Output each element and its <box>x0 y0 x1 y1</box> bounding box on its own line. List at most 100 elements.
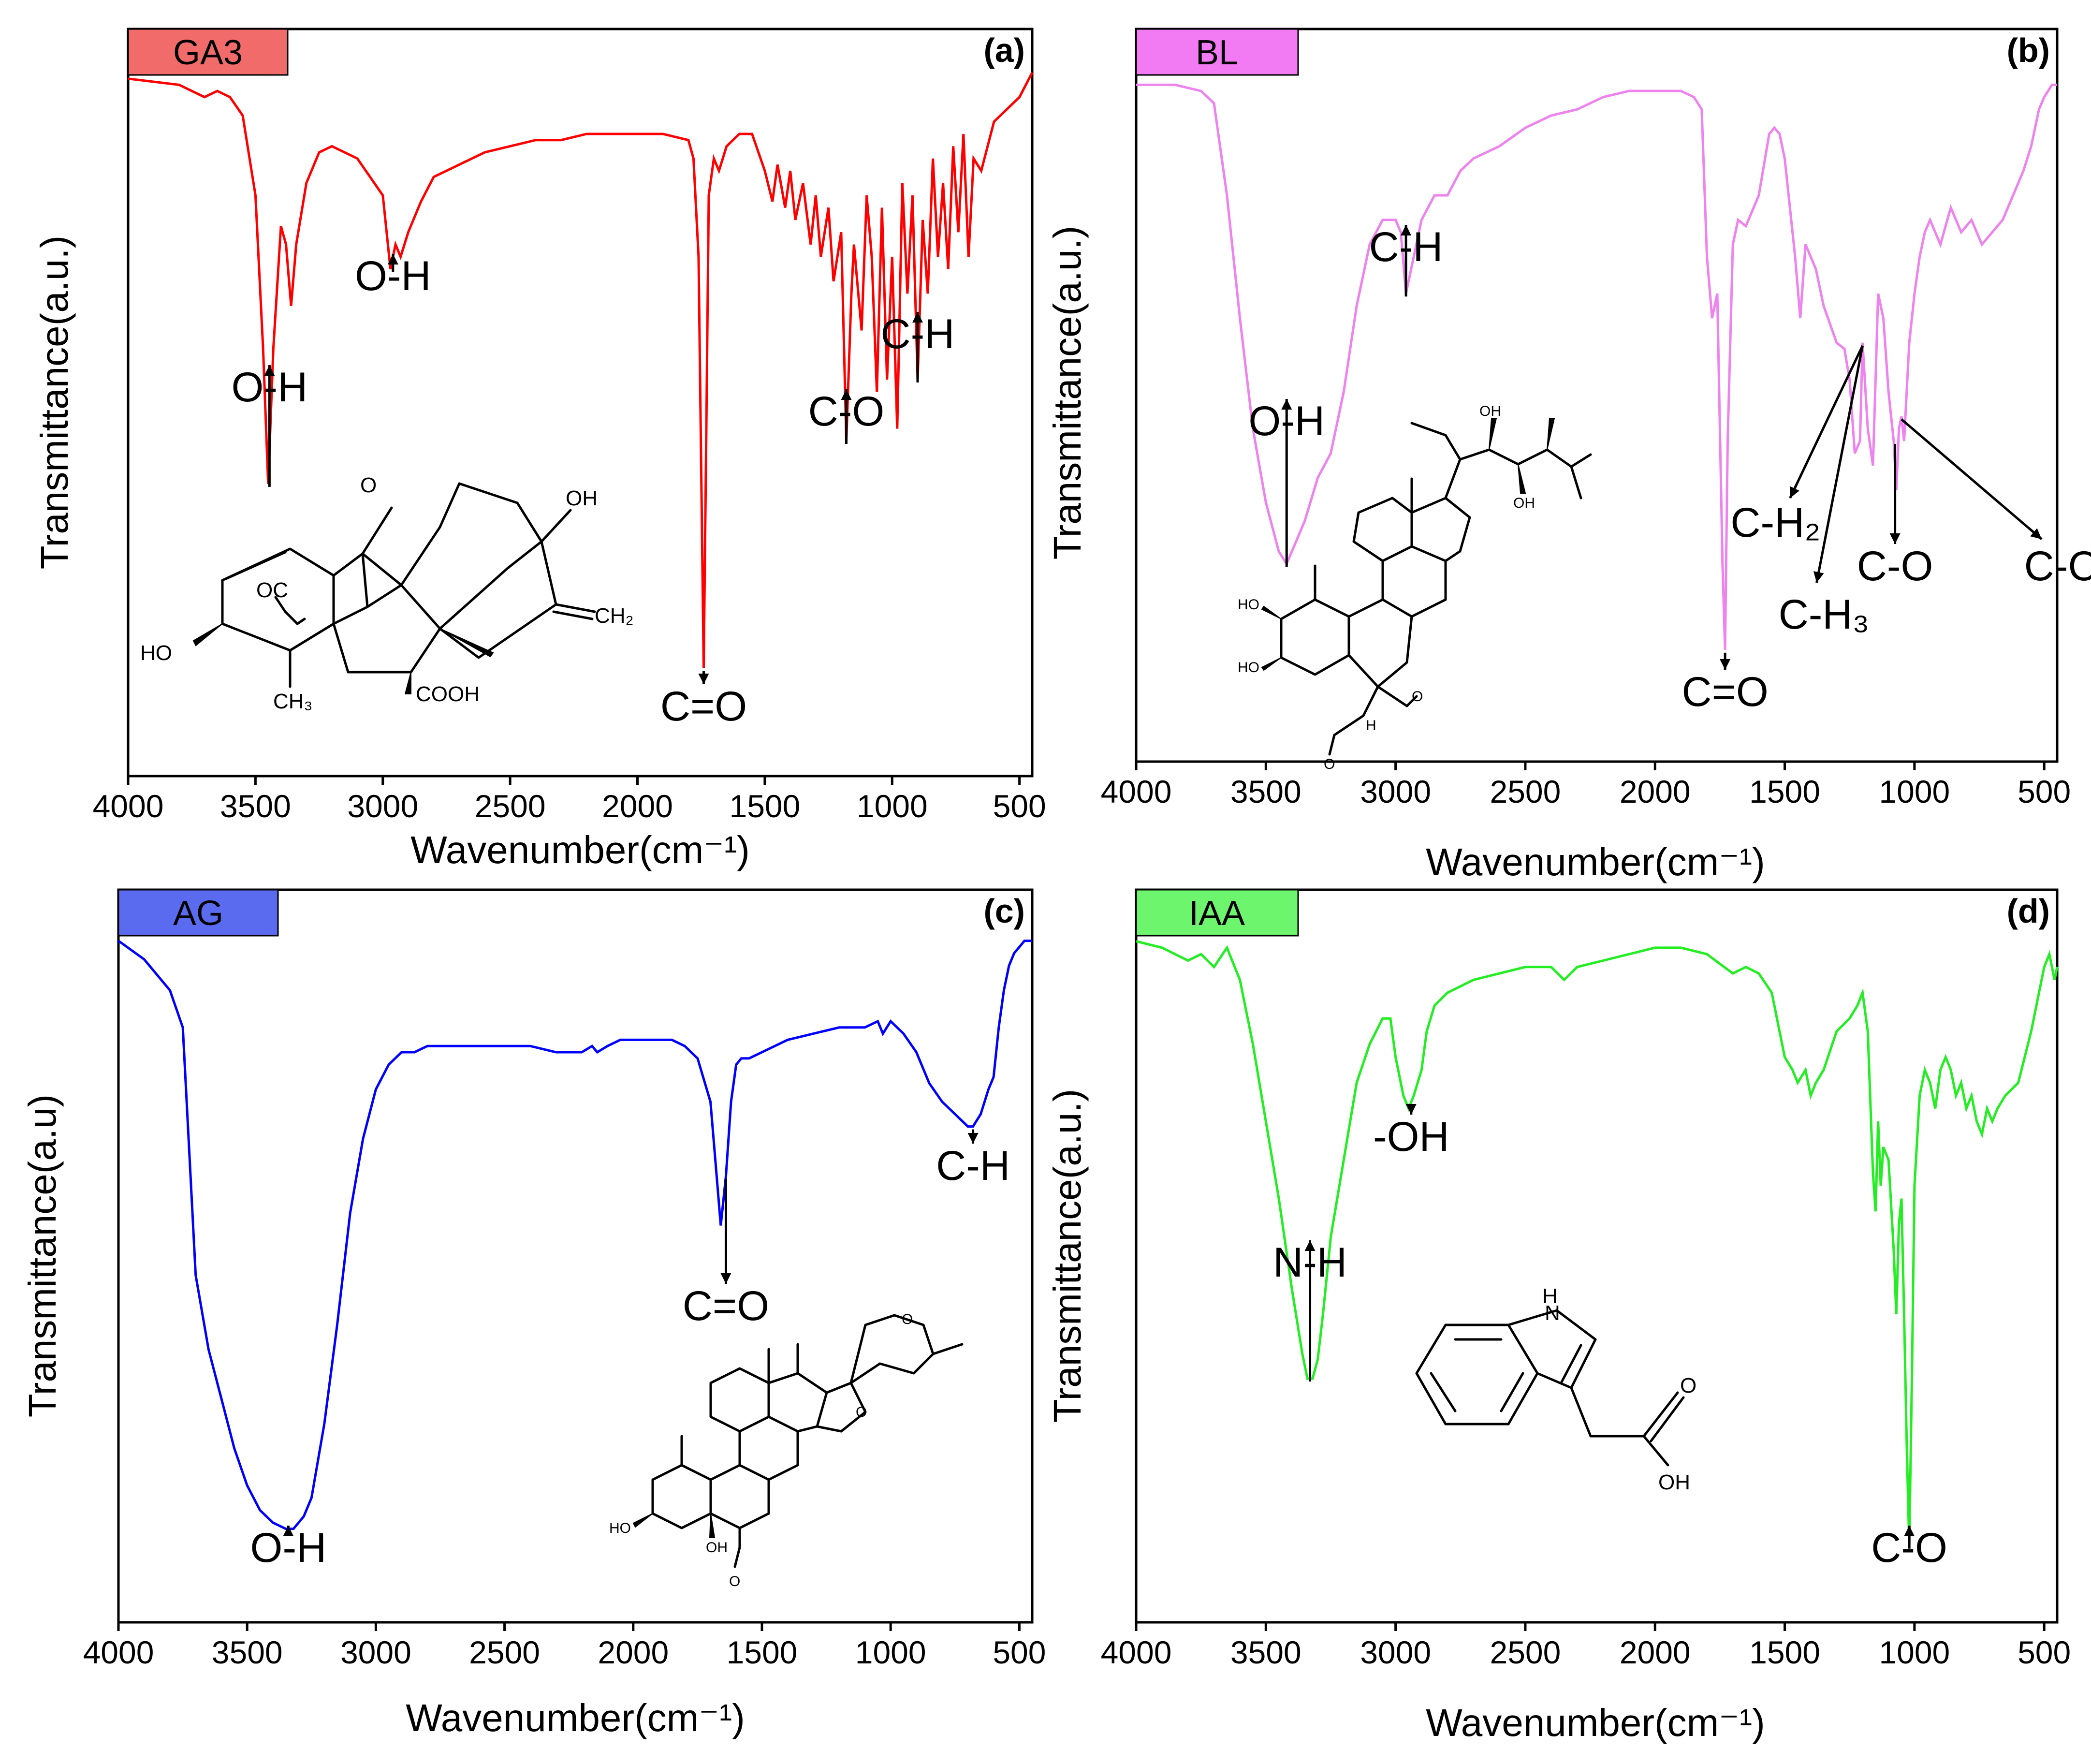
annotation-label: C=O <box>1682 669 1769 715</box>
tag-label: IAA <box>1189 894 1245 933</box>
ga3-label-ch2: CH₂ <box>595 604 634 628</box>
x-axis: 4000 3500 3000 2500 2000 1500 1000 500 <box>83 1622 1046 1670</box>
plot-frame <box>1135 888 2059 1624</box>
bl-label-o-keto: O <box>1324 756 1335 772</box>
annotation-label: C-O <box>1857 543 1933 589</box>
x-tick-label: 4000 <box>93 788 164 824</box>
x-tick-label: 3000 <box>347 788 418 824</box>
annotations: O-H O-H C=O C-O C-H <box>232 253 955 730</box>
x-tick-label: 500 <box>2018 1634 2071 1670</box>
plot-frame <box>117 888 1034 1624</box>
ga3-label-oc: OC <box>256 578 288 602</box>
tag-label: AG <box>173 894 223 933</box>
annotations: N-H -OH C-O <box>1273 1104 1947 1571</box>
annotations: O-H C-H C=O C-H₂ C-H₃C-O C-C <box>1248 224 2091 715</box>
annotation-arrowhead <box>1720 659 1731 670</box>
panel-letter: (b) <box>2007 31 2050 69</box>
annotation-arrowhead <box>1405 1104 1417 1115</box>
spectrum-line <box>1136 940 2059 1546</box>
annotation-label: O-H <box>355 253 431 299</box>
y-axis-label: Transmittance(a.u.) <box>1046 226 1089 560</box>
annotation-arrowhead <box>841 389 852 400</box>
annotation-arrowhead <box>698 674 709 684</box>
annotation-label: C-H <box>1369 224 1443 270</box>
bl-label-ho-1: HO <box>1238 597 1259 613</box>
annotation-label: C-H₂ <box>1730 500 1820 546</box>
ag-label-o-2: O <box>856 1404 867 1420</box>
x-tick-label: 2000 <box>1620 774 1691 809</box>
x-tick-label: 2000 <box>598 1634 669 1670</box>
annotation-arrowhead <box>264 365 275 376</box>
x-tick-label: 500 <box>993 1634 1046 1670</box>
x-tick-label: 2500 <box>1490 1634 1561 1670</box>
x-tick-label: 500 <box>2018 774 2071 809</box>
annotation-arrowhead <box>912 312 923 323</box>
ga3-label-oh: OH <box>566 486 598 510</box>
x-tick-label: 1500 <box>1749 1634 1820 1670</box>
annotation-label: C-O <box>1871 1525 1947 1571</box>
bl-label-o-ring: O <box>1412 689 1423 705</box>
annotation-arrowhead <box>1304 1240 1316 1251</box>
tag-box <box>1135 28 1299 76</box>
panel-a: GA3 (a) 4000 3500 3000 2500 2000 1500 1000 500 … <box>33 28 1046 871</box>
ga3-label-ch3: CH₃ <box>273 690 312 713</box>
annotation-arrowhead <box>1281 399 1292 410</box>
x-tick-label: 1500 <box>1749 774 1820 809</box>
annotation-arrowhead <box>283 1526 294 1536</box>
ag-label-o-keto: O <box>729 1573 740 1589</box>
annotation-label: C=O <box>683 1283 769 1329</box>
x-tick-label: 3000 <box>1360 1634 1431 1670</box>
plot-frame <box>1135 28 2059 763</box>
annotation-label: C=O <box>660 683 747 730</box>
x-tick-label: 3500 <box>1230 1634 1301 1670</box>
y-axis-label: Transmittance(a.u.) <box>1046 1089 1089 1423</box>
y-axis-label: Transmittance(a.u) <box>21 1094 64 1417</box>
x-axis-label: Wavenumber(cm⁻¹) <box>406 1696 745 1739</box>
tag-label: BL <box>1196 33 1238 72</box>
annotation-label: N-H <box>1273 1239 1347 1286</box>
panel-letter: (a) <box>983 31 1025 69</box>
annotation-label: C-O <box>808 388 885 435</box>
x-tick-label: 3000 <box>340 1634 411 1670</box>
x-tick-label: 2000 <box>1620 1634 1691 1670</box>
annotation-arrow <box>1901 418 2043 540</box>
x-tick-label: 4000 <box>1101 774 1172 809</box>
annotation-label: O-H <box>232 364 308 411</box>
x-axis: 4000 3500 3000 2500 2000 1500 1000 500 <box>1101 762 2071 809</box>
x-axis-label: Wavenumber(cm⁻¹) <box>1426 840 1765 883</box>
annotation-arrowhead <box>1790 486 1799 498</box>
annotation-label: C-H₃ <box>1779 591 1870 638</box>
x-tick-label: 1000 <box>1879 1634 1950 1670</box>
ga3-structure: O OH OC CH₂ HO CH₃ COOH <box>140 473 634 713</box>
annotation-arrowhead <box>1401 225 1412 235</box>
annotation-label: C-C <box>2024 543 2091 589</box>
annotation-arrow <box>1789 345 1864 499</box>
x-tick-label: 1000 <box>1879 774 1950 809</box>
annotation-arrowhead <box>387 254 398 265</box>
annotation-arrowhead <box>967 1133 979 1144</box>
tag-box <box>117 889 279 937</box>
iaa-structure: H N O OH <box>1415 1284 1696 1494</box>
x-axis-label: Wavenumber(cm⁻¹) <box>410 828 750 871</box>
annotation-arrowhead <box>1813 571 1824 583</box>
ga3-label-ho: HO <box>140 641 172 665</box>
iaa-label-o: O <box>1680 1374 1696 1397</box>
spectrum-line <box>1136 83 2057 650</box>
panel-c: AG (c) 4000 3500 3000 2500 2000 1500 1000 500 W… <box>21 888 1046 1739</box>
ga3-label-o: O <box>360 473 377 497</box>
y-axis-label: Transmittance(a.u.) <box>33 235 76 570</box>
x-tick-label: 1500 <box>727 1634 798 1670</box>
x-tick-label: 4000 <box>83 1634 154 1670</box>
annotation-label: -OH <box>1373 1114 1449 1160</box>
spectrum-line <box>117 940 1032 1530</box>
tag-box <box>1135 889 1299 937</box>
x-tick-label: 2500 <box>469 1634 540 1670</box>
annotations: O-H C=O C-H <box>250 1129 1010 1571</box>
panel-letter: (d) <box>2007 892 2050 930</box>
ag-structure: O O HO OH O <box>609 1311 964 1589</box>
annotation-arrowhead <box>720 1273 731 1284</box>
annotation-label: C-H <box>936 1143 1010 1189</box>
tag-label: GA3 <box>173 33 243 72</box>
x-tick-label: 500 <box>993 788 1046 824</box>
